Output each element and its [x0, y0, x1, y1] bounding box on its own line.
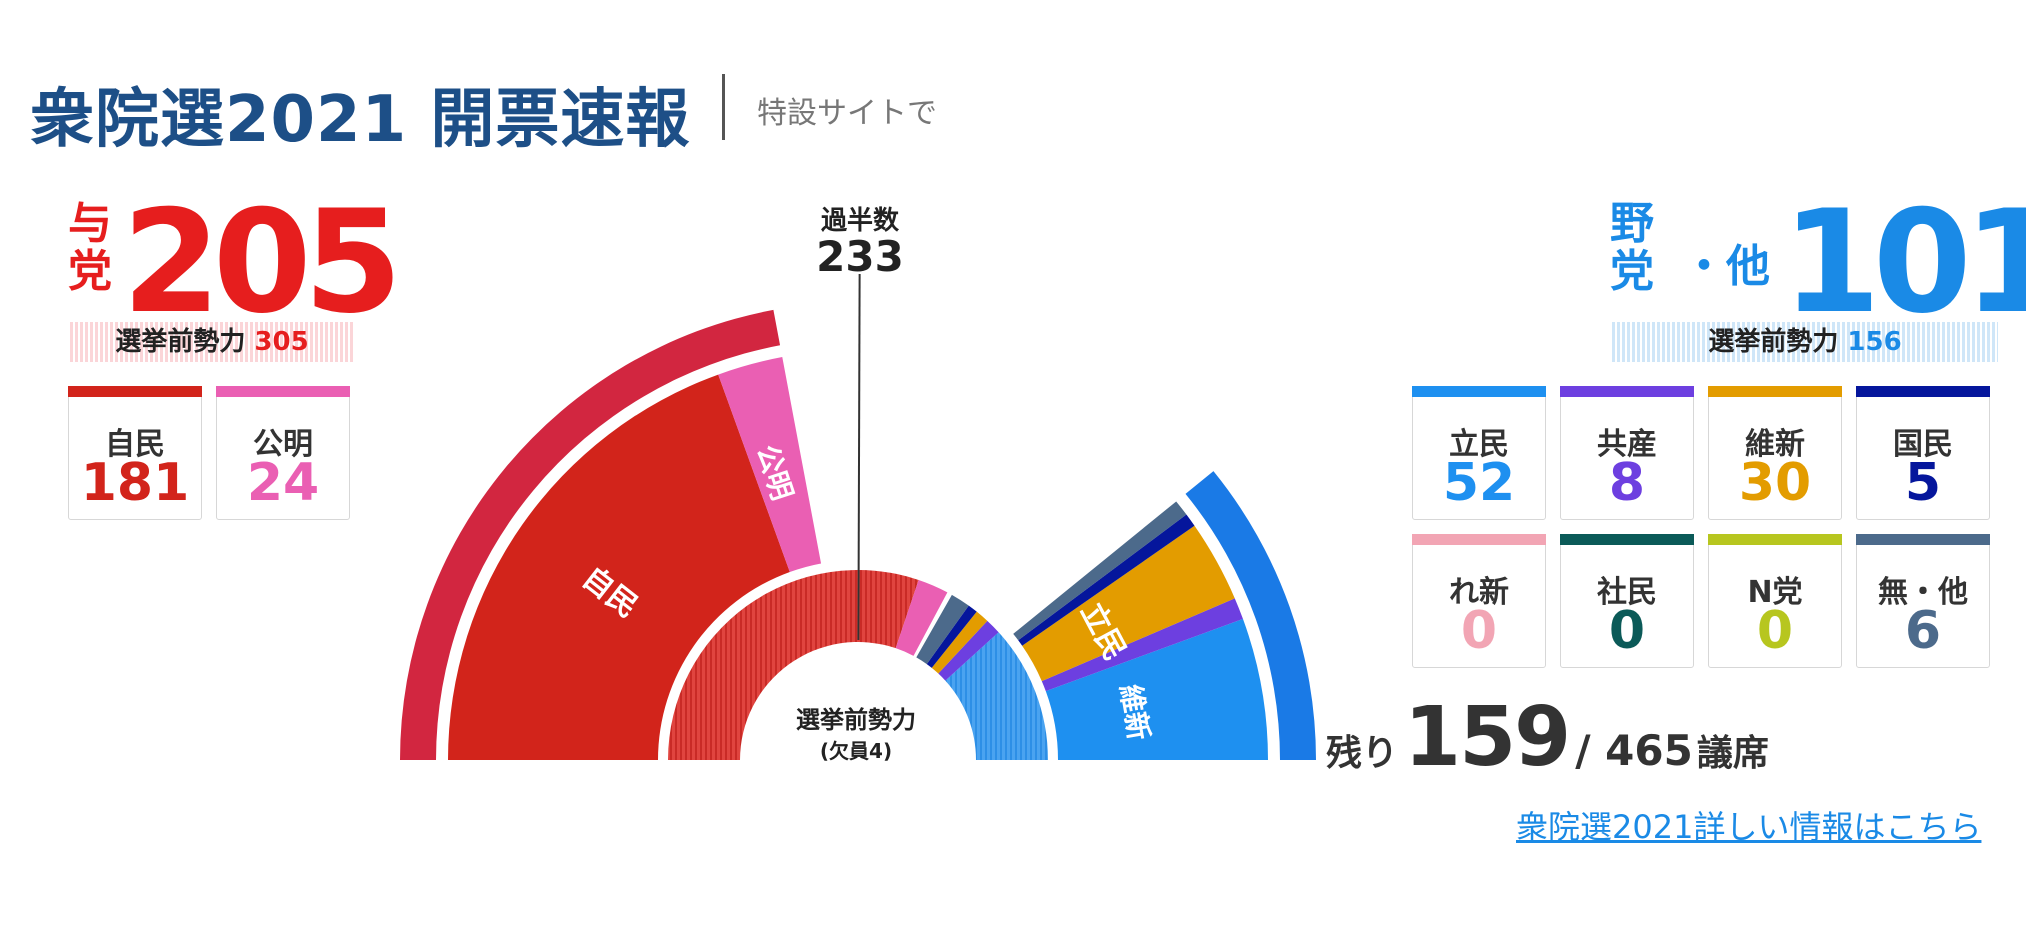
title-divider — [722, 74, 725, 140]
pre-election-opposition-2 — [931, 611, 988, 674]
party-card-ldp[interactable]: 自民 181 — [68, 386, 202, 520]
party-card-ishin[interactable]: 維新 30 — [1708, 386, 1842, 520]
party-color-bar — [1856, 386, 1990, 397]
opposition-total: 野党 ・他 101 — [1610, 180, 2026, 345]
party-color-bar — [68, 386, 202, 397]
ruling-pre-election: 選挙前勢力 305 — [70, 322, 354, 362]
majority-value: 233 — [816, 232, 904, 281]
title-subtitle: 特設サイトで — [757, 96, 937, 131]
opposition-seats: 101 — [1782, 180, 2026, 345]
majority-line — [857, 273, 861, 641]
party-name: 維新 — [1745, 427, 1805, 462]
party-seats: 181 — [80, 453, 190, 513]
party-name: れ新 — [1449, 575, 1509, 610]
party-card-dpfp[interactable]: 国民 5 — [1856, 386, 1990, 520]
party-seats: 6 — [1904, 601, 1942, 661]
ruling-bloc-band — [400, 309, 781, 760]
party-card-komei[interactable]: 公明 24 — [216, 386, 350, 520]
party-seats: 30 — [1738, 453, 1812, 513]
seat-segment-立民 — [1045, 618, 1268, 760]
details-link[interactable]: 衆院選2021詳しい情報はこちら — [1516, 808, 1982, 846]
party-name: 無・他 — [1878, 575, 1968, 610]
party-seats: 0 — [1460, 601, 1498, 661]
remaining-seats: 残り159/ 465 議席 — [1326, 690, 1769, 785]
party-card-reiwa[interactable]: れ新 0 — [1412, 534, 1546, 668]
opposition-label2: ・他 — [1682, 241, 1770, 292]
opposition-label: 野党 — [1610, 198, 1654, 297]
pre-election-opposition-4 — [916, 594, 969, 665]
pre-election-opposition-0 — [945, 632, 1048, 760]
party-seats: 24 — [246, 453, 320, 513]
opposition-pre-label: 選挙前勢力 — [1708, 327, 1839, 357]
total-seats: / 465 — [1575, 726, 1693, 775]
party-card-cdp[interactable]: 立民 52 — [1412, 386, 1546, 520]
seat-segment-維新 — [1022, 525, 1235, 682]
pre-election-opposition-3 — [926, 605, 977, 668]
center-caption: 選挙前勢力 — [796, 706, 916, 734]
party-name: 自民 — [105, 427, 165, 462]
party-color-bar — [1708, 534, 1842, 545]
party-name: 公明 — [253, 427, 313, 462]
seat-segment-自民 — [448, 374, 790, 760]
party-name: 共産 — [1597, 427, 1657, 462]
party-color-bar — [1560, 534, 1694, 545]
seat-segment-国民 — [1018, 514, 1195, 646]
remaining-value: 159 — [1404, 690, 1571, 785]
party-card-independents[interactable]: 無・他 6 — [1856, 534, 1990, 668]
opposition-bloc-band — [1185, 471, 1316, 760]
pre-election-opposition-1 — [938, 620, 999, 681]
ruling-pre-label: 選挙前勢力 — [115, 327, 246, 357]
opposition-pre-value: 156 — [1847, 327, 1902, 357]
party-color-bar — [216, 386, 350, 397]
seat-segment-共産 — [1041, 598, 1243, 692]
party-color-bar — [1412, 386, 1546, 397]
majority-label: 過半数 233 — [800, 200, 920, 281]
party-name: 社民 — [1597, 575, 1657, 610]
party-color-bar — [1708, 386, 1842, 397]
center-label: 選挙前勢力 (欠員4) — [776, 700, 936, 764]
party-color-bar — [1412, 534, 1546, 545]
ruling-seats: 205 — [122, 180, 402, 345]
party-color-bar — [1856, 534, 1990, 545]
seat-segment-公明 — [718, 357, 822, 572]
party-name: 国民 — [1893, 427, 1953, 462]
ruling-pre-value: 305 — [254, 327, 309, 357]
party-card-nhk[interactable]: N党 0 — [1708, 534, 1842, 668]
ruling-label: 与党 — [68, 198, 112, 297]
party-seats: 8 — [1608, 453, 1646, 513]
pre-election-ruling-komei — [895, 579, 948, 656]
seats-unit: 議席 — [1696, 733, 1769, 774]
remaining-label: 残り — [1326, 733, 1399, 774]
pre-election-ruling-ldp — [668, 570, 919, 760]
ruling-total: 与党 205 — [68, 180, 402, 345]
party-seats: 52 — [1442, 453, 1516, 513]
party-seats: 0 — [1608, 601, 1646, 661]
seat-segment-無・他 — [1013, 501, 1187, 641]
party-seats: 5 — [1904, 453, 1942, 513]
party-name: N党 — [1747, 575, 1803, 610]
party-card-sdp[interactable]: 社民 0 — [1560, 534, 1694, 668]
opposition-pre-election: 選挙前勢力 156 — [1612, 322, 1998, 362]
party-color-bar — [1560, 386, 1694, 397]
vacancy-note: (欠員4) — [819, 739, 893, 763]
majority-caption: 過半数 — [820, 206, 899, 236]
party-name: 立民 — [1449, 427, 1509, 462]
page-title: 衆院選2021 開票速報 — [30, 83, 691, 157]
party-card-jcp[interactable]: 共産 8 — [1560, 386, 1694, 520]
party-seats: 0 — [1756, 601, 1794, 661]
